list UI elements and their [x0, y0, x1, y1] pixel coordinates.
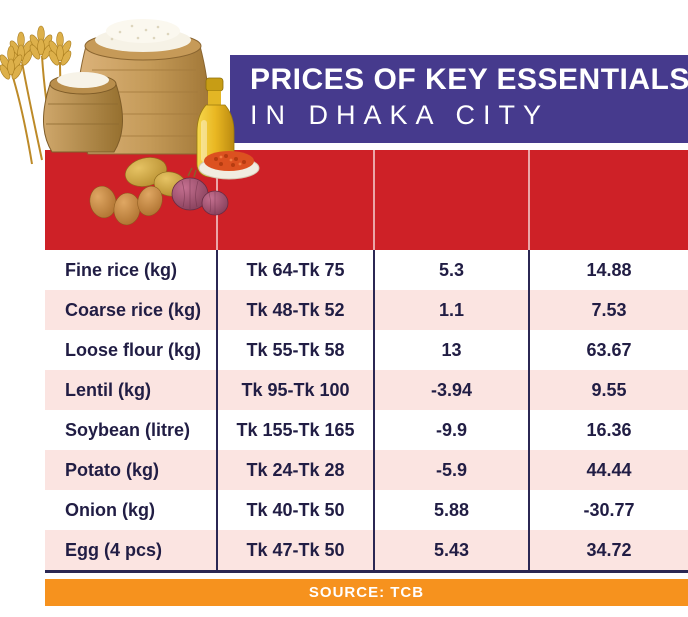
item-cell: Egg (4 pcs)	[45, 530, 218, 570]
column-divider	[373, 150, 375, 250]
value-cell: 13	[375, 330, 530, 370]
price-range-cell: Tk 64-Tk 75	[218, 250, 375, 290]
table-row: Onion (kg) Tk 40-Tk 50 5.88 -30.77	[45, 490, 688, 530]
table-row: Fine rice (kg) Tk 64-Tk 75 5.3 14.88	[45, 250, 688, 290]
item-cell: Fine rice (kg)	[45, 250, 218, 290]
price-range-cell: Tk 95-Tk 100	[218, 370, 375, 410]
table-bottom-rule	[45, 570, 688, 573]
column-divider	[528, 150, 530, 250]
table-row: Potato (kg) Tk 24-Tk 28 -5.9 44.44	[45, 450, 688, 490]
value-cell: 5.3	[375, 250, 530, 290]
eggs-icon	[89, 185, 163, 226]
value-cell: 16.36	[586, 419, 632, 440]
value-cell: 34.72	[586, 539, 632, 560]
prices-table: Fine rice (kg) Tk 64-Tk 75 5.3 14.88 Coa…	[45, 250, 688, 570]
table-row: Egg (4 pcs) Tk 47-Tk 50 5.43 34.72	[45, 530, 688, 570]
value-cell: 5.88	[375, 490, 530, 530]
table-row: Loose flour (kg) Tk 55-Tk 58 13 63.67	[45, 330, 688, 370]
table-row: Lentil (kg) Tk 95-Tk 100 -3.94 9.55	[45, 370, 688, 410]
source-label: SOURCE: TCB	[308, 584, 425, 601]
value-cell: -5.9	[375, 450, 530, 490]
price-range-cell: Tk 40-Tk 50	[218, 490, 375, 530]
value-cell: 7.53	[591, 299, 627, 320]
page-subtitle: IN DHAKA CITY	[250, 100, 550, 130]
value-cell: -30.77	[583, 499, 635, 520]
onions-icon	[171, 167, 229, 216]
value-cell: 44.44	[586, 459, 632, 480]
source-bar: SOURCE: TCB	[45, 579, 688, 606]
item-cell: Loose flour (kg)	[45, 330, 218, 370]
price-range-cell: Tk 47-Tk 50	[218, 530, 375, 570]
item-cell: Potato (kg)	[45, 450, 218, 490]
price-range-cell: Tk 55-Tk 58	[218, 330, 375, 370]
value-cell: 5.43	[375, 530, 530, 570]
item-cell: Soybean (litre)	[45, 410, 218, 450]
page-title: PRICES OF KEY ESSENTIALS	[250, 63, 688, 96]
value-cell: -3.94	[375, 370, 530, 410]
item-cell: Coarse rice (kg)	[45, 290, 218, 330]
price-range-cell: Tk 155-Tk 165	[218, 410, 375, 450]
value-cell: 1.1	[375, 290, 530, 330]
lentil-bowl-icon	[198, 151, 260, 180]
value-cell: 14.88	[586, 259, 632, 280]
value-cell: 63.67	[586, 339, 632, 360]
title-banner: PRICES OF KEY ESSENTIALS IN DHAKA CITY	[230, 55, 688, 143]
table-row: Coarse rice (kg) Tk 48-Tk 52 1.1 7.53	[45, 290, 688, 330]
item-cell: Onion (kg)	[45, 490, 218, 530]
food-illustration	[0, 19, 260, 226]
price-range-cell: Tk 24-Tk 28	[218, 450, 375, 490]
flour-sack-icon	[43, 72, 123, 153]
value-cell: -9.9	[375, 410, 530, 450]
value-cell: 9.55	[591, 379, 627, 400]
table-row: Soybean (litre) Tk 155-Tk 165 -9.9 16.36	[45, 410, 688, 450]
price-range-cell: Tk 48-Tk 52	[218, 290, 375, 330]
item-cell: Lentil (kg)	[45, 370, 218, 410]
